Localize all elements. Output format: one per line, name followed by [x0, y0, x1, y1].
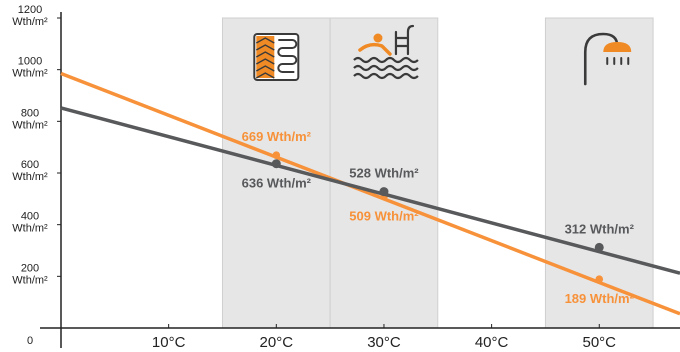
labels-layer: 669 Wth/m² 509 Wth/m² 189 Wth/m² 636 Wth/m²…	[242, 129, 635, 306]
y-tick-label-line: 200	[21, 262, 39, 274]
floor-heating-pipe	[277, 39, 298, 73]
series-1-point-2	[594, 242, 604, 252]
pool-wave-1	[353, 64, 419, 72]
x-tick-label-4: 40°C	[475, 334, 509, 351]
y-tick-label-3: 600 Wth/m²	[12, 159, 48, 183]
bands-layer	[221, 17, 654, 329]
shower-head	[603, 42, 632, 52]
x-tick-label-3: 30°C	[367, 334, 401, 351]
y-tick-label-line: Wth/m²	[12, 68, 48, 80]
floor-heating-wood	[256, 36, 275, 78]
y-tick-label-4: 800 Wth/m²	[12, 107, 48, 131]
series-1-line	[60, 106, 680, 275]
series-1-point-0	[271, 159, 281, 169]
series-0-data-label-2: 189 Wth/m²	[565, 291, 635, 306]
y-tick-label-line: 1200	[18, 4, 42, 16]
swimming-pool-icon	[353, 24, 419, 80]
y-tick-label-line: Wth/m²	[12, 274, 48, 286]
x-tick-label-2: 20°C	[260, 334, 294, 351]
series-1-data-label-1: 528 Wth/m²	[349, 166, 419, 181]
series-0-point-0	[272, 151, 281, 159]
x-tick-label-5: 50°C	[583, 334, 617, 351]
shower-icon	[583, 32, 632, 86]
y-tick-label-1: 200 Wth/m²	[12, 262, 48, 286]
y-tick-label-line: Wth/m²	[12, 16, 48, 28]
series-1-data-label-2: 312 Wth/m²	[565, 221, 635, 236]
pool-wave-2	[353, 72, 419, 80]
y-tick-label-line: 400	[21, 211, 39, 223]
swimmer-head	[373, 33, 383, 43]
pool-ladder	[394, 24, 415, 56]
lines-layer	[60, 71, 680, 316]
series-0-point-2	[595, 275, 604, 283]
x-tick-label-1: 10°C	[152, 334, 186, 351]
shower-pipe	[583, 32, 619, 86]
y-tick-label-line: Wth/m²	[12, 223, 48, 235]
y-tick-label-0: 0	[27, 335, 33, 347]
y-tick-label-6: 1200 Wth/m²	[12, 4, 48, 28]
series-0-line	[60, 71, 680, 316]
series-1-data-label-0: 636 Wth/m²	[242, 176, 312, 191]
y-tick-label-line: Wth/m²	[12, 119, 48, 131]
y-tick-label-line: 1000	[18, 56, 42, 68]
series-0-data-label-0: 669 Wth/m²	[242, 129, 312, 144]
y-tick-label-line: Wth/m²	[12, 171, 48, 183]
pool-wave-0	[353, 56, 419, 64]
series-0-data-label-1: 509 Wth/m²	[349, 209, 419, 224]
floor-heating-icon	[253, 33, 300, 81]
y-tick-label-line: 800	[21, 107, 39, 119]
floor-heating-pattern	[255, 37, 275, 79]
y-tick-label-2: 400 Wth/m²	[12, 211, 48, 235]
series-1-point-1	[379, 187, 389, 197]
y-tick-label-5: 1000 Wth/m²	[12, 56, 48, 80]
y-tick-label-line: 600	[21, 159, 39, 171]
swimmer-body	[358, 42, 392, 56]
